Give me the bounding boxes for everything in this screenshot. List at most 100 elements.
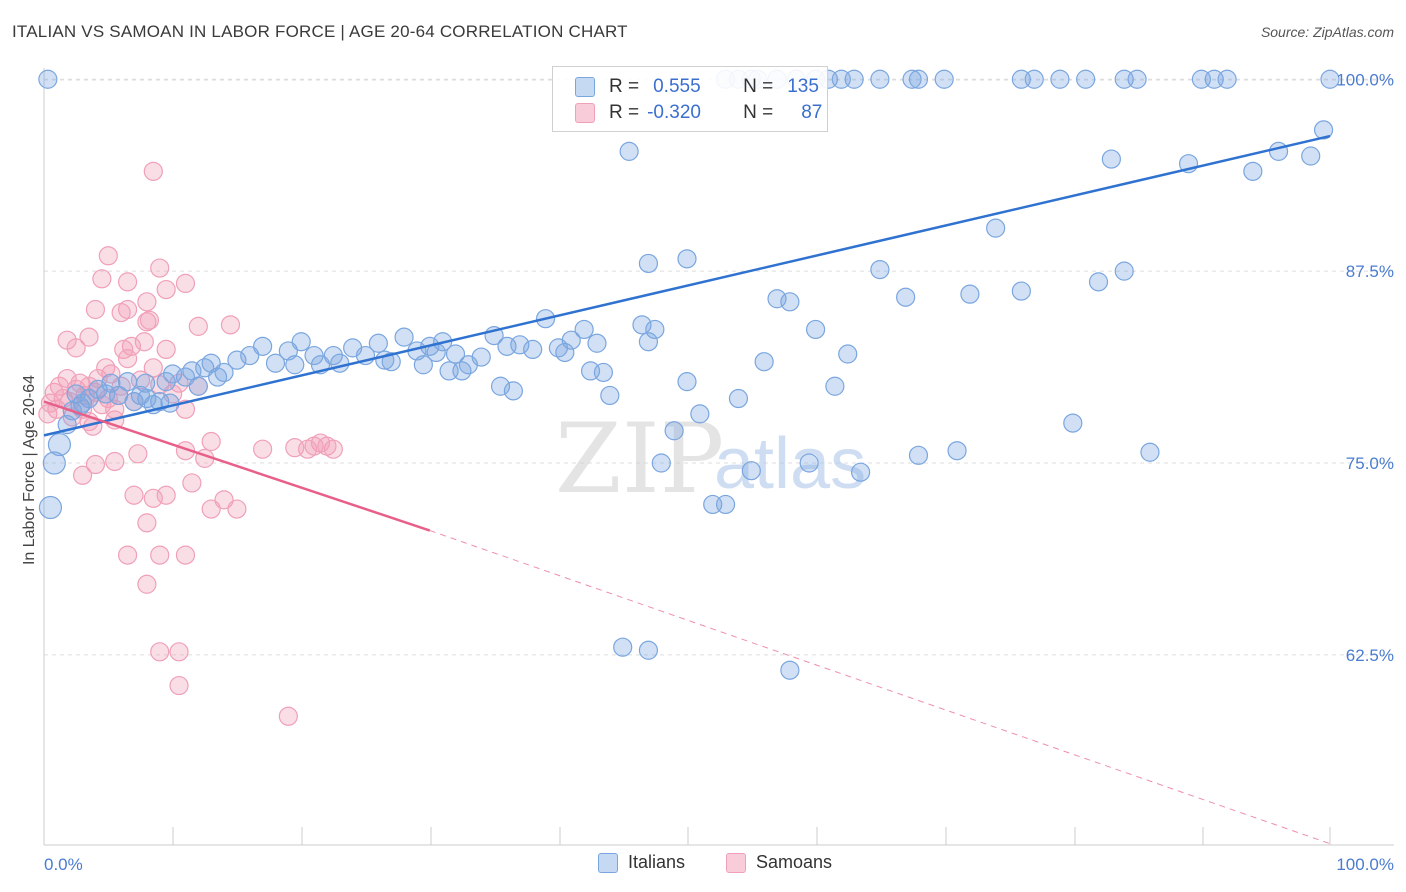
- samoans-n-value: 87: [801, 102, 823, 123]
- italians-point-30: [291, 332, 311, 352]
- samoans-point-64: [227, 499, 247, 519]
- italians-point-2: [47, 432, 72, 457]
- italians-point-101: [1243, 161, 1263, 181]
- italians-point-68: [638, 332, 659, 352]
- samoans-point-60: [182, 473, 202, 493]
- italians-point-83: [799, 453, 819, 473]
- italians-point-87: [851, 462, 871, 482]
- samoans-point-16: [88, 368, 108, 389]
- legend-item-italians[interactable]: Italians: [598, 852, 685, 873]
- italians-point-136: [135, 373, 156, 393]
- italians-point-122: [1050, 69, 1070, 89]
- samoans-point-84: [278, 706, 298, 726]
- samoans-point-34: [156, 339, 176, 360]
- italians-point-106: [677, 249, 697, 269]
- samoans-point-48: [57, 330, 77, 350]
- samoans-point-79: [150, 545, 170, 565]
- samoans-point-29: [134, 332, 154, 352]
- samoans-point-32: [143, 358, 163, 378]
- italians-point-58: [304, 345, 324, 366]
- italians-point-89: [896, 287, 916, 307]
- italians-point-32: [323, 345, 343, 366]
- italians-point-103: [1301, 146, 1321, 166]
- tick-labels: 62.5% 75.0% 87.5% 100.0% 0.0% 100.0%: [44, 70, 1394, 874]
- italians-point-80: [754, 352, 774, 372]
- samoans-point-51: [111, 302, 131, 323]
- italians-point-47: [510, 335, 530, 355]
- samoans-point-81: [150, 642, 170, 662]
- samoans-r-label: R =: [609, 102, 640, 123]
- italians-point-0: [38, 495, 63, 520]
- italians-point-120: [934, 69, 954, 89]
- samoans-point-4: [49, 376, 70, 396]
- y-tick-label-2: 87.5%: [1346, 262, 1394, 281]
- samoans-point-42: [175, 273, 196, 294]
- italians-point-137: [160, 393, 180, 413]
- trendlines: [43, 134, 1331, 845]
- italians-point-102: [1268, 141, 1289, 161]
- italians-point-108: [613, 637, 633, 657]
- samoans-point-65: [253, 439, 273, 459]
- watermark-atlas: atlas: [714, 424, 866, 504]
- italians-point-119: [908, 69, 929, 89]
- italians-point-72: [651, 453, 671, 473]
- italians-point-12: [117, 372, 138, 392]
- italians-point-98: [1114, 261, 1134, 281]
- italians-point-99: [1140, 442, 1160, 462]
- samoans-point-82: [169, 642, 189, 662]
- samoans-point-40: [137, 292, 157, 312]
- samoans-point-43: [188, 316, 208, 336]
- italians-point-123: [1076, 69, 1096, 89]
- samoans-point-56: [128, 444, 148, 464]
- samoans-point-31: [139, 310, 160, 330]
- italians-n-label: N =: [743, 76, 774, 97]
- italians-point-61: [503, 381, 523, 401]
- italians-point-74: [677, 372, 697, 392]
- bottom-legend: Italians Samoans: [0, 852, 1406, 878]
- italians-point-77: [715, 494, 736, 515]
- italians-point-86: [838, 344, 858, 364]
- italians-point-93: [986, 218, 1006, 238]
- italians-point-109: [638, 640, 659, 660]
- italians-point-53: [587, 333, 607, 353]
- italians-n-value: 135: [787, 76, 819, 97]
- italians-point-95: [1063, 413, 1083, 433]
- samoans-point-72: [72, 465, 93, 485]
- italians-point-75: [690, 404, 710, 424]
- samoans-point-44: [220, 315, 241, 335]
- legend-label-samoans: Samoans: [756, 852, 833, 872]
- italians-point-69: [593, 362, 614, 383]
- legend-item-samoans[interactable]: Samoans: [726, 852, 832, 873]
- italians-point-10: [101, 373, 121, 393]
- samoans-point-18: [96, 358, 116, 378]
- italians-point-88: [870, 259, 890, 280]
- italians-point-33: [330, 353, 350, 373]
- samoans-swatch: [575, 103, 595, 123]
- samoans-point-73: [85, 454, 106, 475]
- italians-point-60: [182, 361, 202, 381]
- chart-title: ITALIAN VS SAMOAN IN LABOR FORCE | AGE 2…: [12, 22, 628, 41]
- stats-row-samoans: R = -0.320 N = 87: [575, 99, 822, 127]
- samoans-point-80: [175, 545, 196, 565]
- samoans-point-77: [117, 545, 138, 565]
- italians-point-36: [368, 333, 388, 353]
- italians-point-18: [156, 372, 176, 392]
- italians-point-127: [1217, 69, 1237, 89]
- italians-point-44: [471, 347, 491, 367]
- italians-point-117: [870, 69, 890, 89]
- samoans-trendline-extension: [429, 530, 1331, 845]
- y-tick-label-1: 75.0%: [1346, 454, 1394, 473]
- italians-r-value: 0.555: [653, 76, 701, 97]
- italians-trendline: [43, 134, 1331, 437]
- samoans-point-54: [150, 258, 170, 278]
- samoans-trendline: [43, 400, 431, 532]
- legend-swatch-samoans: [726, 852, 746, 873]
- italians-point-94: [1011, 281, 1031, 301]
- samoans-point-71: [310, 433, 331, 453]
- italians-point-92: [960, 284, 980, 304]
- italians-point-110: [780, 660, 800, 680]
- samoans-point-49: [92, 269, 112, 289]
- italians-point-78: [728, 388, 749, 409]
- y-tick-label-3: 100.0%: [1336, 70, 1394, 89]
- samoans-point-52: [117, 272, 138, 292]
